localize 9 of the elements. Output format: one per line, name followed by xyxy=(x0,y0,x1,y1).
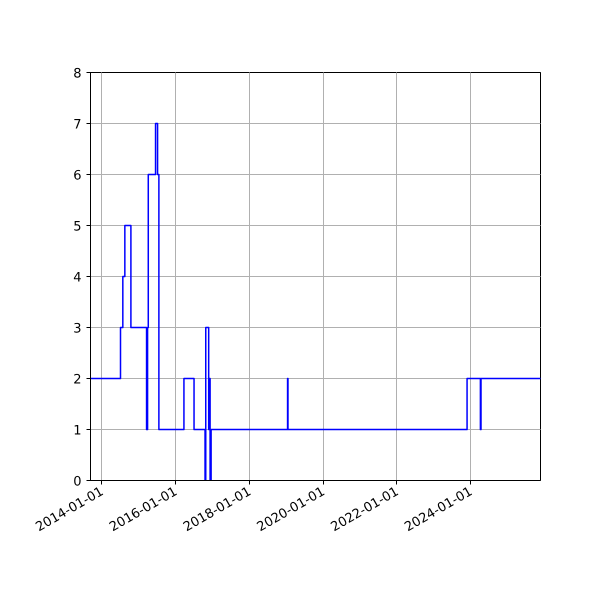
y-tick-label: 7 xyxy=(73,118,82,132)
y-tick-label: 0 xyxy=(73,474,82,490)
y-tick-label: 1 xyxy=(73,424,82,438)
y-tick-label: 4 xyxy=(73,270,82,286)
y-tick-label: 5 xyxy=(73,220,82,234)
y-tick-label: 2 xyxy=(73,372,82,388)
y-tick-label: 3 xyxy=(73,322,82,336)
y-tick-label: 8 xyxy=(73,66,82,82)
y-tick-label: 6 xyxy=(73,168,82,184)
